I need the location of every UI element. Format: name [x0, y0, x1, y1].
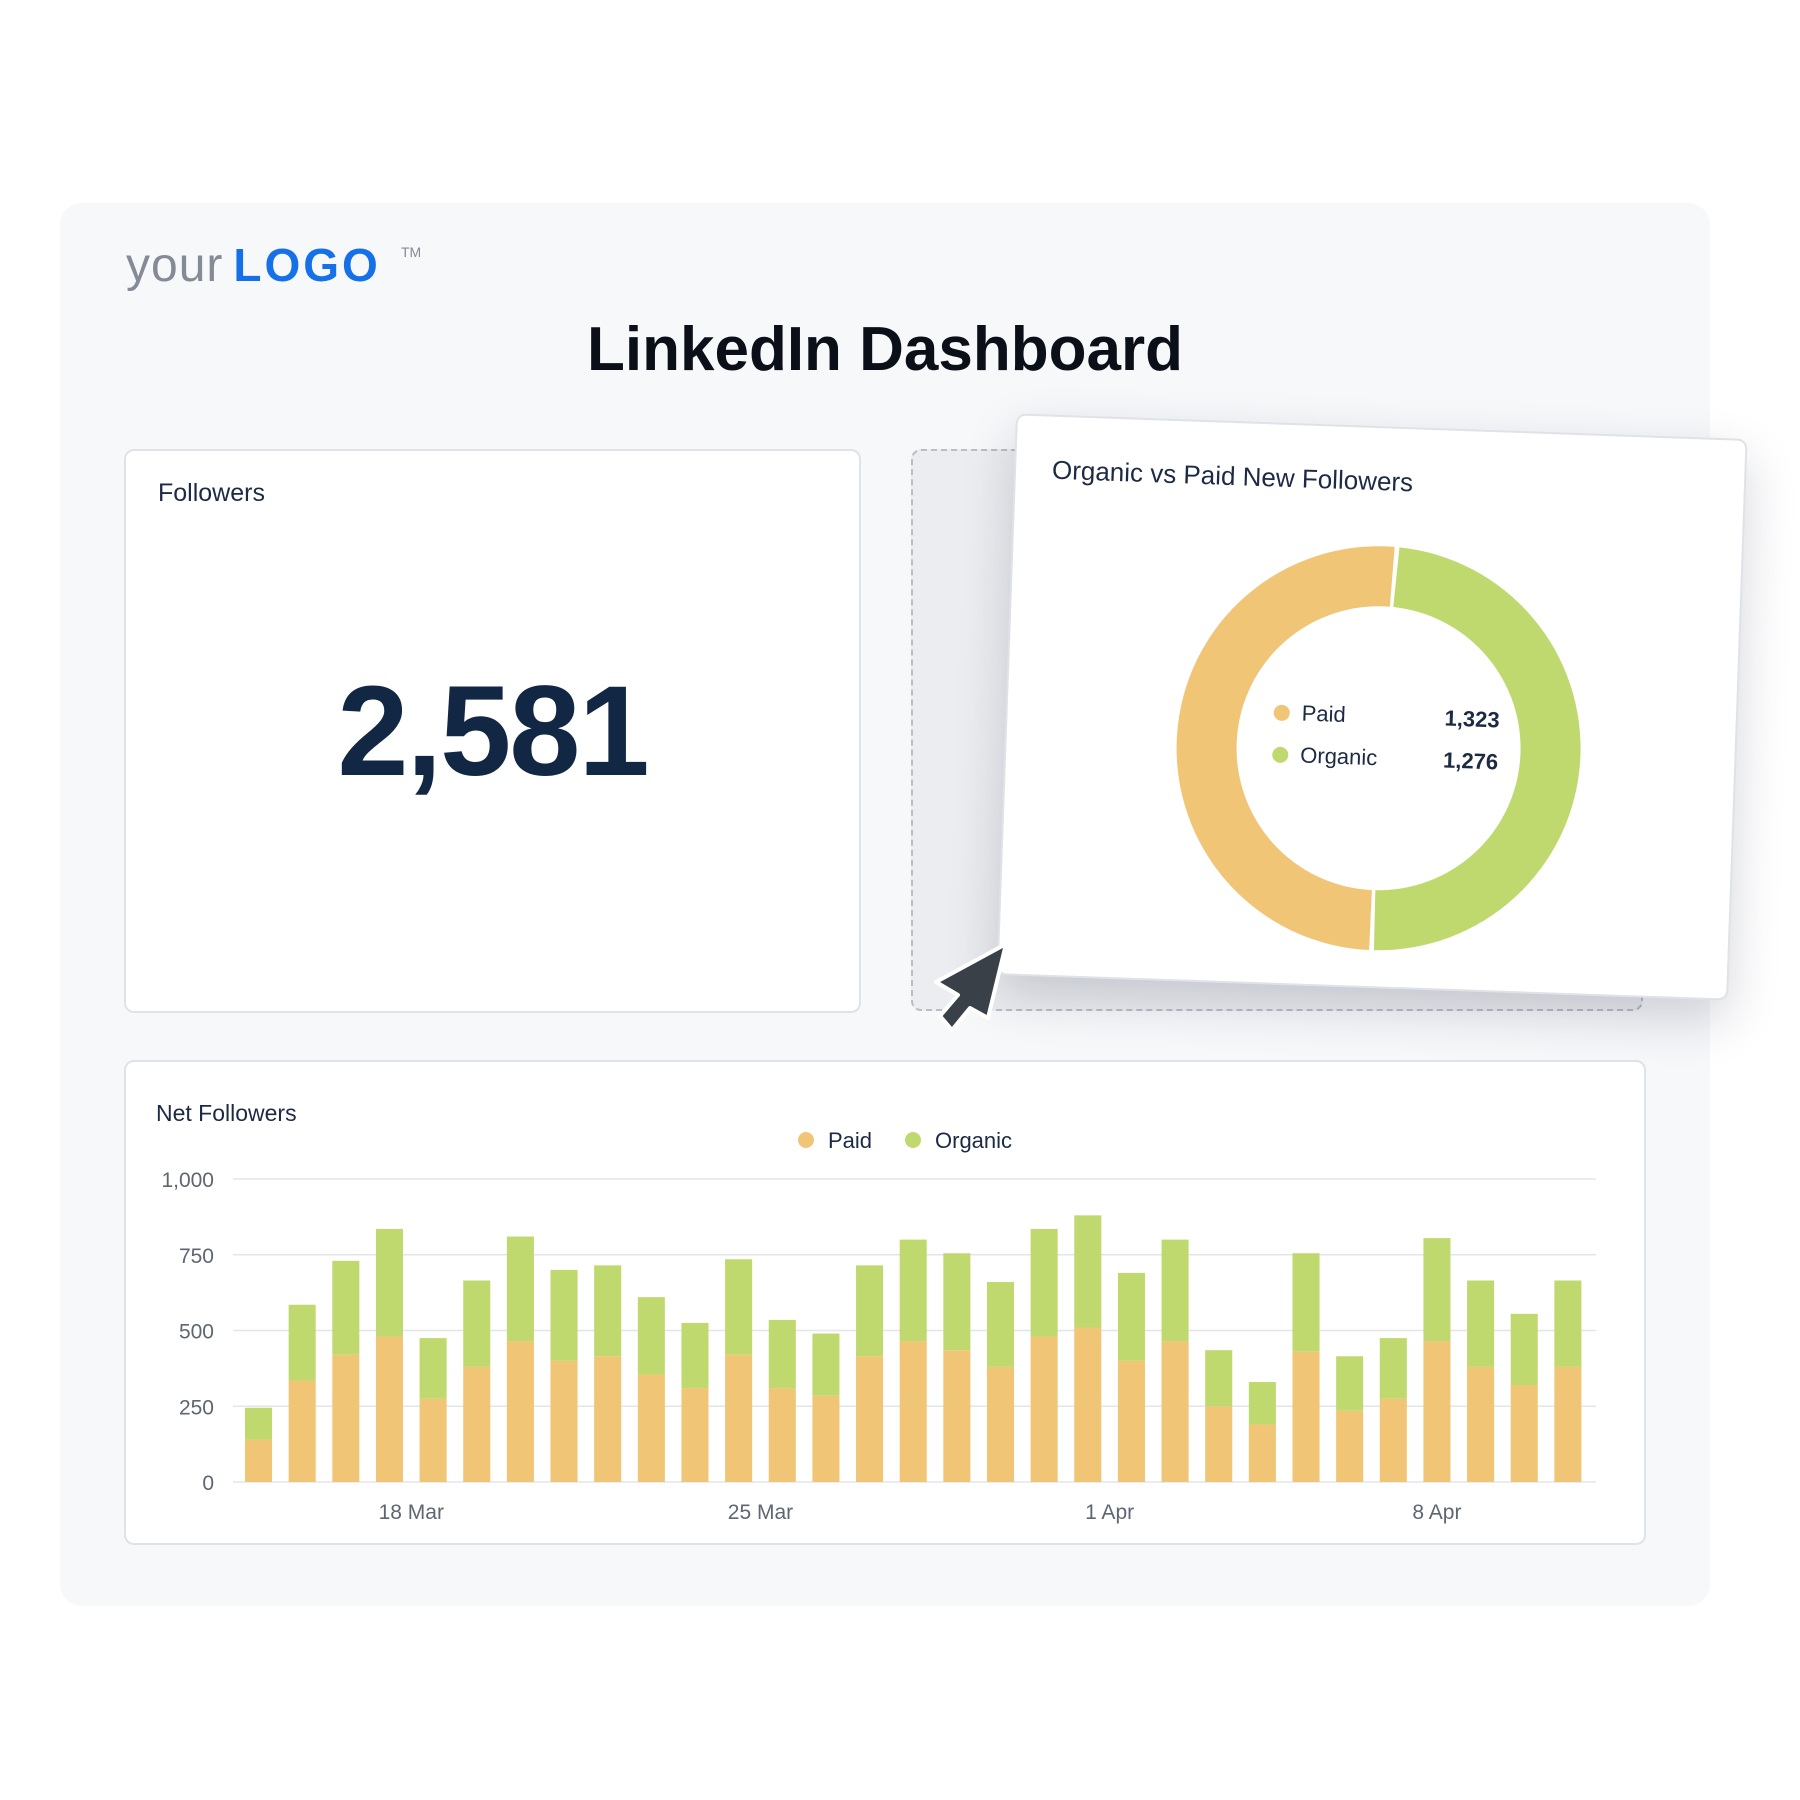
bar-paid[interactable] [332, 1354, 360, 1482]
bar-organic[interactable] [1554, 1280, 1582, 1367]
bar-paid[interactable] [288, 1380, 316, 1482]
x-tick-label: 1 Apr [1085, 1501, 1134, 1524]
bar-organic[interactable] [1467, 1280, 1495, 1367]
bar-organic[interactable] [986, 1282, 1015, 1367]
bar-organic[interactable] [856, 1265, 884, 1357]
net-card-title: Net Followers [156, 1100, 297, 1126]
bar-paid[interactable] [375, 1336, 403, 1482]
donut-legend-label-paid: Paid [1301, 701, 1346, 728]
legend-dot-organic [1272, 746, 1289, 763]
bar-paid[interactable] [725, 1354, 753, 1482]
bar-paid[interactable] [1510, 1385, 1538, 1482]
y-tick-label: 750 [179, 1245, 214, 1268]
bar-organic[interactable] [637, 1297, 665, 1375]
bar-paid[interactable] [681, 1388, 709, 1482]
bar-paid[interactable] [594, 1356, 622, 1482]
bar-paid[interactable] [1248, 1424, 1276, 1482]
bar-paid[interactable] [1161, 1341, 1189, 1482]
legend-dot-paid [798, 1132, 814, 1148]
y-tick-label: 250 [179, 1396, 214, 1419]
x-tick-label: 18 Mar [379, 1501, 444, 1524]
bar-organic[interactable] [594, 1265, 622, 1357]
bar-organic[interactable] [812, 1333, 840, 1396]
bar-organic[interactable] [288, 1304, 316, 1381]
mouse-pointer-icon [934, 942, 1008, 1032]
bar-organic[interactable] [419, 1338, 447, 1399]
bar-organic[interactable] [1423, 1238, 1451, 1342]
logo-trademark: TM [401, 244, 422, 260]
y-tick-label: 0 [202, 1472, 214, 1495]
bar-organic[interactable] [1510, 1313, 1538, 1386]
logo: your LOGO TM [126, 238, 421, 298]
bar-paid[interactable] [856, 1356, 884, 1482]
bar-organic[interactable] [681, 1322, 709, 1389]
bar-organic[interactable] [1248, 1382, 1276, 1425]
bar-organic[interactable] [1292, 1253, 1320, 1352]
bar-organic[interactable] [506, 1236, 534, 1342]
bar-paid[interactable] [1074, 1327, 1102, 1482]
donut-slice-paid[interactable] [1170, 539, 1395, 951]
bar-paid[interactable] [1117, 1360, 1145, 1482]
bar-paid[interactable] [550, 1360, 578, 1482]
bar-paid[interactable] [1205, 1406, 1233, 1482]
bar-organic[interactable] [1161, 1239, 1189, 1342]
donut-chart: Paid 1,323 Organic 1,276 [1170, 539, 1587, 957]
bar-paid[interactable] [1030, 1336, 1058, 1482]
bar-paid[interactable] [245, 1439, 273, 1482]
x-tick-label: 25 Mar [728, 1501, 793, 1524]
bar-paid[interactable] [506, 1341, 534, 1482]
followers-card-title: Followers [158, 479, 265, 507]
logo-your-text: your [126, 239, 224, 292]
bar-paid[interactable] [1379, 1398, 1407, 1482]
bar-paid[interactable] [986, 1366, 1015, 1482]
net-followers-card: Net Followers Paid Organic 0 250 500 750 1,000… [124, 1060, 1646, 1545]
donut-legend-value-paid: 1,323 [1444, 706, 1500, 733]
bar-organic[interactable] [1205, 1350, 1233, 1407]
y-tick-label: 500 [179, 1321, 214, 1344]
bar-organic[interactable] [768, 1319, 796, 1389]
bar-organic[interactable] [332, 1260, 360, 1355]
bar-organic[interactable] [550, 1269, 578, 1361]
followers-card: Followers 2,581 [124, 449, 861, 1013]
logo-brand-text: LOGO [233, 239, 381, 291]
bar-paid[interactable] [1292, 1351, 1320, 1482]
donut-legend-label-organic: Organic [1300, 743, 1378, 771]
bar-organic[interactable] [899, 1239, 927, 1342]
legend-label-organic[interactable]: Organic [935, 1128, 1012, 1153]
bar-paid[interactable] [768, 1388, 796, 1482]
bar-paid[interactable] [463, 1366, 491, 1482]
legend-dot-organic [905, 1132, 921, 1148]
bar-organic[interactable] [1117, 1272, 1145, 1361]
bar-organic[interactable] [725, 1259, 753, 1355]
net-followers-bar-chart: Paid Organic 0 250 500 750 1,000 18 Mar 25 Mar 1 … [161, 1128, 1596, 1524]
donut-slice-organic[interactable] [1373, 547, 1587, 957]
x-tick-label: 8 Apr [1412, 1501, 1461, 1524]
bar-organic[interactable] [375, 1228, 403, 1337]
legend-dot-paid [1273, 704, 1290, 721]
y-tick-label: 1,000 [161, 1169, 214, 1192]
bar-paid[interactable] [1554, 1366, 1582, 1482]
donut-legend-value-organic: 1,276 [1443, 748, 1499, 775]
bar-organic[interactable] [1030, 1228, 1058, 1337]
followers-count: 2,581 [337, 660, 649, 803]
bar-organic[interactable] [1074, 1215, 1102, 1328]
bar-paid[interactable] [419, 1398, 447, 1482]
bar-paid[interactable] [1336, 1410, 1364, 1482]
bar-organic[interactable] [1379, 1338, 1407, 1399]
bar-paid[interactable] [1423, 1341, 1451, 1482]
bar-paid[interactable] [1467, 1366, 1495, 1482]
bar-organic[interactable] [245, 1407, 273, 1440]
page-title: LinkedIn Dashboard [587, 315, 1183, 384]
bar-paid[interactable] [637, 1374, 665, 1482]
bar-organic[interactable] [943, 1253, 971, 1351]
organic-vs-paid-card[interactable]: Organic vs Paid New Followers Paid 1,323 O… [996, 413, 1748, 1001]
bar-organic[interactable] [463, 1280, 491, 1367]
bar-paid[interactable] [812, 1395, 840, 1482]
bar-organic[interactable] [1336, 1356, 1364, 1411]
bar-paid[interactable] [899, 1341, 927, 1482]
bar-paid[interactable] [943, 1350, 971, 1482]
legend-label-paid[interactable]: Paid [828, 1128, 872, 1153]
